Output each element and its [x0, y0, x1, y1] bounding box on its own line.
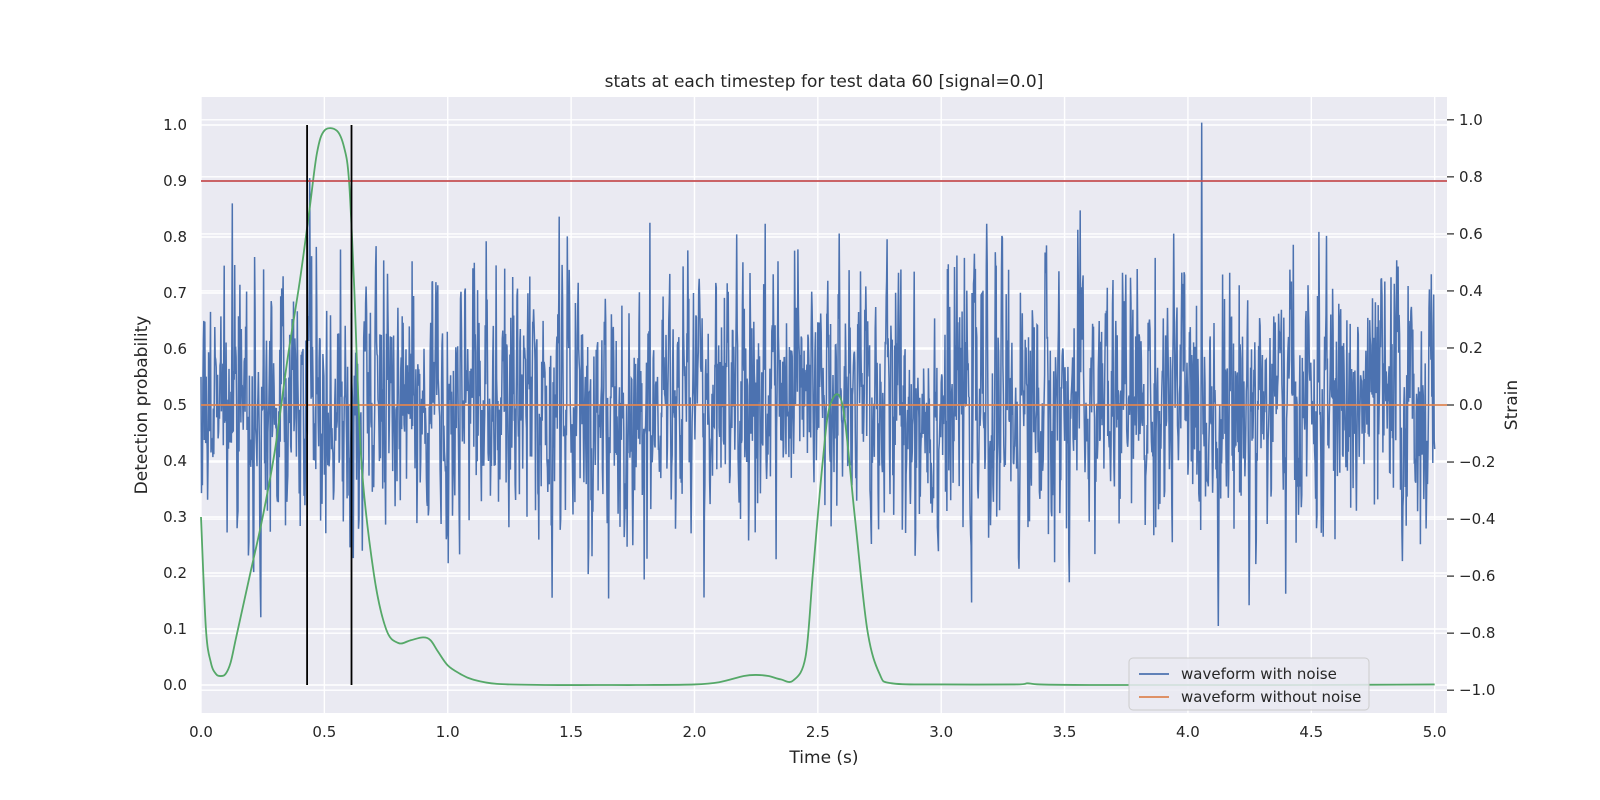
y-tick-label: 1.0 [163, 116, 187, 134]
y2-tick-label: 0.2 [1459, 339, 1483, 357]
x-tick-label: 3.0 [929, 723, 953, 741]
plot-area [200, 97, 1447, 713]
x-tick-label: 4.5 [1299, 723, 1323, 741]
y2-tick-label: −0.8 [1459, 624, 1495, 642]
y-tick-label: 0.8 [163, 228, 187, 246]
legend-label: waveform with noise [1181, 665, 1337, 683]
y-tick-label: 0.4 [163, 452, 187, 470]
y2-tick-label: −1.0 [1459, 681, 1495, 699]
y-tick-label: 0.5 [163, 396, 187, 414]
y-axis-label: Detection probability [132, 316, 152, 495]
x-tick-label: 2.5 [806, 723, 830, 741]
x-tick-label: 0.0 [189, 723, 213, 741]
x-tick-label: 1.0 [436, 723, 460, 741]
detection-probability-line [200, 127, 1435, 686]
x-tick-label: 5.0 [1423, 723, 1447, 741]
x-tick-label: 2.0 [683, 723, 707, 741]
y2-tick-label: −0.4 [1459, 510, 1495, 528]
x-axis-label: Time (s) [788, 748, 858, 768]
y-tick-label: 0.2 [163, 564, 187, 582]
noisy-waveform-line [200, 122, 1436, 627]
x-tick-label: 3.5 [1053, 723, 1077, 741]
y2-tick-label: 1.0 [1459, 111, 1483, 129]
x-tick-label: 1.5 [559, 723, 583, 741]
y2-axis-label: Strain [1502, 380, 1522, 430]
y2-tick-label: 0.4 [1459, 282, 1483, 300]
y2-tick-label: −0.6 [1459, 567, 1495, 585]
y-tick-label: 0.0 [163, 676, 187, 694]
chart-title: stats at each timestep for test data 60 … [605, 72, 1044, 92]
x-tick-label: 0.5 [312, 723, 336, 741]
y2-tick-label: 0.6 [1459, 225, 1483, 243]
y2-tick-label: −0.2 [1459, 453, 1495, 471]
y-tick-label: 0.9 [163, 172, 187, 190]
y2-tick-label: 0.0 [1459, 396, 1483, 414]
y-tick-label: 0.3 [163, 508, 187, 526]
legend-box [1128, 657, 1370, 711]
x-tick-label: 4.0 [1176, 723, 1200, 741]
legend: waveform with noise waveform without nois… [1128, 657, 1370, 711]
y-tick-label: 0.7 [163, 284, 187, 302]
y-tick-label: 0.1 [163, 620, 187, 638]
series-layer [200, 122, 1447, 686]
y2-tick-label: 0.8 [1459, 168, 1483, 186]
y-tick-label: 0.6 [163, 340, 187, 358]
legend-label: waveform without noise [1181, 688, 1361, 706]
axes: 0.0 0.5 1.0 1.5 2.0 2.5 3.0 3.5 4.0 4.5 5.0 0.0 0.1 0… [163, 111, 1495, 741]
